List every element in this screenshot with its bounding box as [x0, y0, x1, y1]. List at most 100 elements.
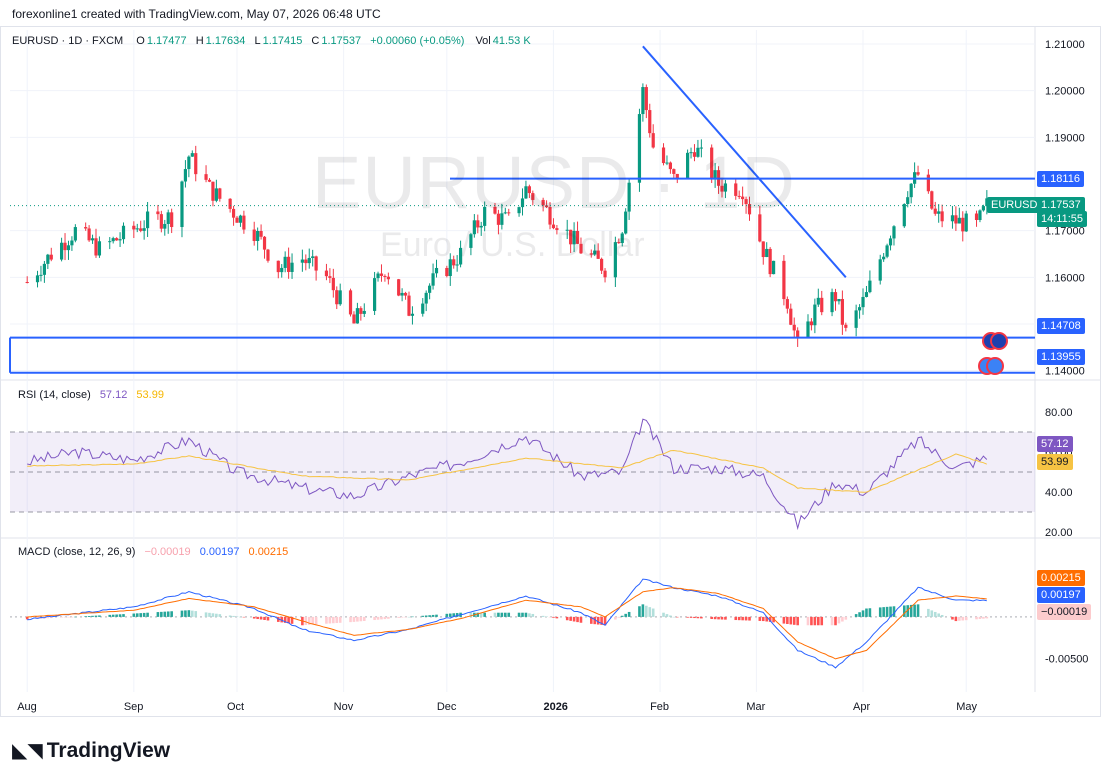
watermark-description: Euro / U.S. Dollar	[380, 226, 645, 264]
rsi-tick-label: 20.00	[1045, 527, 1073, 539]
macd-histogram-bar	[937, 613, 940, 617]
macd-histogram-bar	[338, 616, 342, 623]
macd-histogram-bar	[909, 604, 913, 617]
macd-histogram-bar	[266, 616, 270, 621]
candle-body	[252, 229, 256, 241]
macd-histogram-bar	[982, 616, 985, 619]
rsi-tick-label: 40.00	[1045, 487, 1073, 499]
rsi-title: RSI (14, close)	[18, 389, 91, 401]
candle-body	[565, 229, 569, 231]
macd-histogram-bar	[545, 616, 548, 617]
candle-body	[445, 267, 449, 277]
macd-histogram-bar	[208, 612, 211, 617]
macd-histogram-bar	[882, 607, 885, 617]
price-legend[interactable]: EURUSD · 1D · FXCM O 1.17477 H 1.17634 L 1.…	[12, 35, 533, 47]
candle-body	[940, 211, 944, 222]
macd-histogram-bar	[479, 612, 483, 617]
macd-histogram-bar	[892, 606, 896, 617]
volume-value: 41.53 K	[492, 35, 531, 47]
tradingview-logo[interactable]: ◣◥ TradingView	[12, 738, 170, 763]
candle-body	[672, 169, 676, 174]
macd-tag: 0.00197	[1037, 587, 1085, 603]
candle-body	[637, 114, 642, 183]
candle-body	[407, 295, 411, 316]
macd-histogram-bar	[397, 616, 400, 618]
candle-body	[259, 230, 263, 237]
macd-histogram-bar	[428, 615, 431, 617]
rsi-tick-label: 80.00	[1045, 407, 1073, 419]
candle-body	[820, 297, 824, 313]
open-label: O	[136, 35, 145, 47]
rsi-ma-value: 53.99	[136, 389, 164, 401]
macd-histogram-bar	[118, 614, 122, 617]
macd-histogram-bar	[569, 616, 572, 621]
macd-histogram-bar	[25, 616, 29, 620]
macd-histogram-bar	[645, 605, 648, 617]
candle-body	[35, 275, 40, 283]
macd-signal-value: 0.00215	[248, 546, 289, 558]
macd-histogram-bar	[651, 608, 655, 617]
macd-histogram-bar	[373, 616, 376, 621]
symbol-label: EURUSD · 1D · FXCM	[12, 35, 124, 47]
candle-body	[183, 169, 188, 182]
candle-body	[448, 259, 452, 277]
macd-histogram-bar	[648, 607, 652, 617]
price-tick-label: 1.14000	[1045, 366, 1085, 378]
macd-histogram-bar	[60, 616, 63, 618]
macd-histogram-bar	[49, 616, 53, 619]
time-tick-label: Oct	[227, 701, 244, 713]
macd-histogram-bar	[669, 615, 672, 617]
macd-histogram-bar	[521, 612, 524, 617]
candle-body	[930, 191, 934, 209]
usd-flag-icon-2	[986, 357, 1004, 375]
macd-histogram-bar	[252, 616, 256, 619]
macd-legend[interactable]: MACD (close, 12, 26, 9) −0.00019 0.00197…	[18, 546, 290, 558]
macd-histogram-bar	[878, 607, 882, 617]
candle-body	[902, 204, 906, 227]
candle-body	[782, 260, 786, 300]
candle-body	[386, 276, 390, 280]
candle-body	[696, 147, 700, 157]
candle-body	[954, 215, 958, 224]
time-tick-label: Feb	[650, 701, 669, 713]
candle-body	[170, 212, 174, 228]
macd-tick-label: -0.00500	[1045, 654, 1088, 666]
macd-histogram-bar	[122, 614, 125, 617]
macd-histogram-bar	[641, 604, 645, 617]
candle-body	[87, 228, 91, 241]
macd-histogram-bar	[782, 616, 786, 624]
candle-body	[785, 299, 789, 309]
candle-body	[307, 257, 311, 264]
candle-body	[527, 186, 531, 194]
candle-body	[617, 242, 621, 244]
close-label: C	[311, 35, 320, 47]
macd-histogram-bar	[232, 615, 235, 617]
macd-histogram-bar	[765, 616, 769, 622]
macd-histogram-bar	[424, 615, 428, 617]
macd-histogram-bar	[806, 616, 810, 626]
candle-body	[132, 225, 136, 230]
candle-body	[541, 199, 545, 206]
candle-body	[42, 263, 46, 275]
macd-histogram-bar	[452, 613, 456, 617]
candle-body	[569, 229, 573, 245]
candle-body	[500, 213, 504, 225]
candle-body	[593, 250, 597, 255]
macd-histogram-bar	[314, 616, 318, 625]
candle-body	[840, 298, 844, 325]
macd-histogram-bar	[146, 612, 149, 617]
macd-histogram-bar	[737, 616, 741, 621]
macd-histogram-bar	[820, 616, 824, 626]
rsi-tag: 57.12	[1037, 436, 1073, 452]
price-tick-label: 1.21000	[1045, 39, 1085, 51]
candle-body	[431, 273, 435, 286]
candle-body	[400, 292, 404, 296]
macd-histogram-bar	[87, 615, 91, 617]
macd-histogram-bar	[156, 612, 160, 617]
candle-body	[579, 243, 583, 254]
macd-histogram-bar	[36, 616, 39, 619]
macd-histogram-bar	[407, 616, 411, 618]
rsi-legend[interactable]: RSI (14, close) 57.12 53.99	[18, 389, 166, 401]
candle-body	[833, 292, 838, 302]
